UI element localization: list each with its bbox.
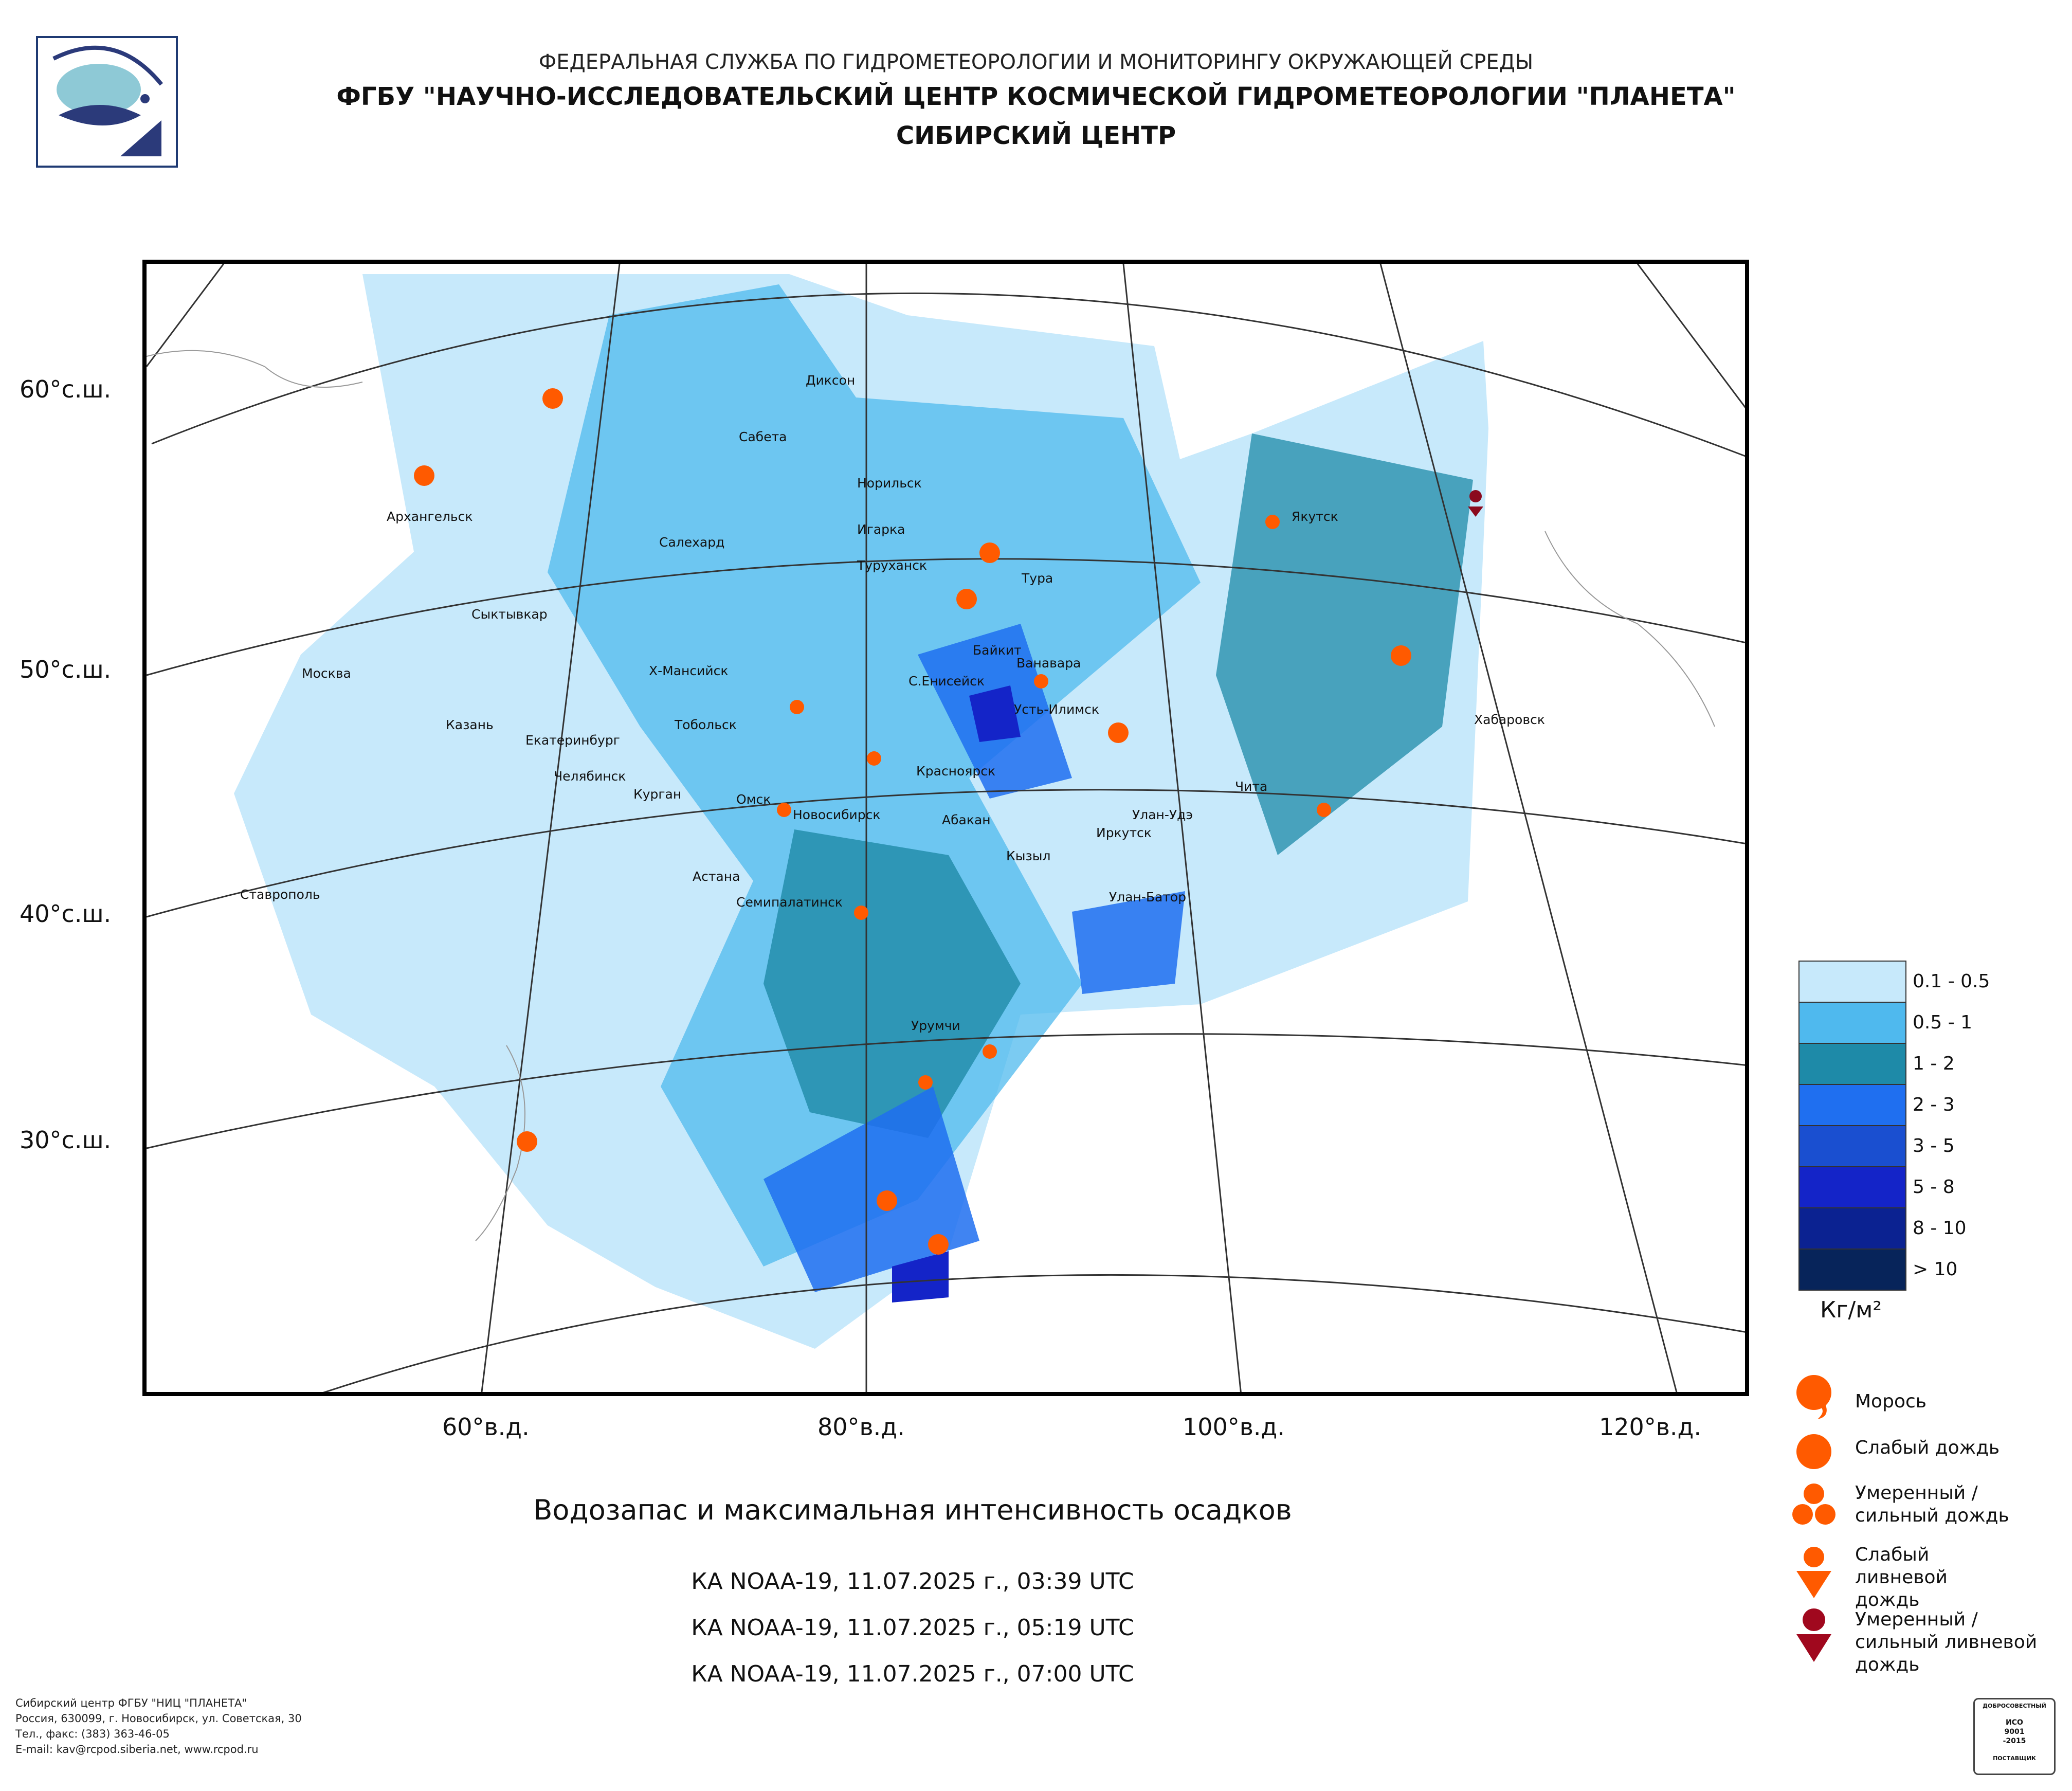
city-label: Сабета — [739, 429, 787, 444]
header-center: СИБИРСКИЙ ЦЕНТР — [896, 121, 1176, 150]
legend-range: 5 - 8 — [1913, 1177, 1955, 1198]
footer-phone: Тел., факс: (383) 363-46-05 — [15, 1728, 170, 1740]
city-label: Астана — [693, 869, 740, 884]
city-label: Тобольск — [675, 717, 737, 732]
heavy-shower-icon — [1796, 1608, 1831, 1662]
legend-range: > 10 — [1913, 1259, 1958, 1280]
city-label: Салехард — [659, 535, 725, 550]
legend-swatch — [1798, 1208, 1906, 1250]
city-label: Х-Мансийск — [649, 663, 729, 678]
legend-color-scale — [1798, 961, 1906, 1291]
symbol-label-moderate-rain: Умеренный / сильный дождь — [1855, 1482, 2009, 1526]
lat-label-30: 30°с.ш. — [20, 1126, 112, 1154]
legend-swatch — [1798, 1250, 1906, 1291]
cert-line: ПОСТАВЩИК — [1993, 1755, 2036, 1762]
cert-line: -2015 — [2003, 1737, 2026, 1745]
moderate-rain-icon — [1792, 1484, 1835, 1525]
city-label: Диксон — [806, 373, 856, 388]
lat-label-50: 50°с.ш. — [20, 656, 112, 683]
city-label: Семипалатинск — [736, 895, 843, 910]
city-label: Чита — [1235, 779, 1268, 794]
legend-range: 1 - 2 — [1913, 1053, 1955, 1074]
light-rain-icon — [1796, 1434, 1831, 1469]
drizzle-icon — [1796, 1375, 1831, 1419]
symbol-label-light-rain: Слабый дождь — [1855, 1437, 2000, 1458]
city-label: Новосибирск — [793, 807, 881, 822]
city-label: Сыктывкар — [471, 607, 548, 622]
city-label: Тура — [1022, 571, 1053, 586]
city-label: Улан-Удэ — [1132, 807, 1193, 822]
city-label: Ванавара — [1016, 656, 1081, 671]
water-field-teal-east — [1216, 433, 1473, 855]
lat-label-60: 60°с.ш. — [20, 375, 112, 403]
legend-range: 3 - 5 — [1913, 1135, 1955, 1156]
water-field-teal — [764, 829, 1021, 1138]
water-field-blue — [764, 624, 1185, 1292]
legend-range: 0.5 - 1 — [1913, 1012, 1973, 1033]
footer-address: Россия, 630099, г. Новосибирск, ул. Сове… — [15, 1712, 302, 1725]
legend-swatch — [1798, 1126, 1906, 1167]
city-label: Байкит — [973, 643, 1022, 658]
lat-label-40: 40°с.ш. — [20, 900, 112, 928]
planeta-logo — [36, 36, 178, 168]
city-label: Курган — [633, 787, 682, 802]
footer-email: E-mail: kav@rcpod.siberia.net, www.rcpod… — [15, 1743, 259, 1756]
city-label: Красноярск — [916, 764, 996, 779]
legend-range: 8 - 10 — [1913, 1218, 1967, 1239]
legend-swatch — [1798, 1003, 1906, 1044]
city-label: Архангельск — [387, 509, 473, 524]
iso-cert-badge: ДОБРОСОВЕСТНЫЙ ИСО 9001 -2015 ПОСТАВЩИК — [1973, 1698, 2056, 1775]
city-label: Омск — [736, 792, 771, 807]
city-label: Норильск — [857, 476, 922, 491]
satellite-pass: КА NOAA-19, 11.07.2025 г., 05:19 UTC — [691, 1615, 1134, 1641]
legend-unit: Кг/м² — [1820, 1297, 1882, 1323]
city-label: Екатеринбург — [525, 733, 620, 748]
legend-swatch — [1798, 1085, 1906, 1126]
legend-swatch — [1798, 962, 1906, 1003]
symbol-label-heavy-shower: Умеренный / сильный ливневой дождь — [1855, 1609, 2038, 1675]
map-panel — [142, 260, 1749, 1396]
water-field-mid — [548, 284, 1201, 1267]
city-label: Якутск — [1292, 509, 1338, 524]
city-label: Челябинск — [554, 769, 626, 784]
city-label: Иркутск — [1096, 825, 1152, 840]
symbol-label-drizzle: Морось — [1855, 1391, 1926, 1412]
city-label: Игарка — [857, 522, 905, 537]
light-shower-icon — [1796, 1547, 1831, 1598]
legend-range: 2 - 3 — [1913, 1094, 1955, 1115]
legend-swatch — [1798, 1044, 1906, 1085]
city-label: Абакан — [942, 812, 991, 827]
header-agency: ФЕДЕРАЛЬНАЯ СЛУЖБА ПО ГИДРОМЕТЕОРОЛОГИИ … — [538, 50, 1534, 74]
satellite-pass: КА NOAA-19, 11.07.2025 г., 03:39 UTC — [691, 1568, 1134, 1595]
city-label: Улан-Батор — [1109, 890, 1187, 904]
map-canvas — [147, 264, 1745, 1392]
footer-org: Сибирский центр ФГБУ "НИЦ "ПЛАНЕТА" — [15, 1697, 247, 1709]
cert-line: ДОБРОСОВЕСТНЫЙ — [1983, 1703, 2046, 1709]
legend-range: 0.1 - 0.5 — [1913, 971, 1990, 992]
city-label: Москва — [302, 666, 351, 681]
satellite-pass: КА NOAA-19, 11.07.2025 г., 07:00 UTC — [691, 1661, 1134, 1687]
header-institute: ФГБУ "НАУЧНО-ИССЛЕДОВАТЕЛЬСКИЙ ЦЕНТР КОС… — [336, 82, 1736, 111]
city-label: С.Енисейск — [908, 674, 985, 689]
cert-line: 9001 — [2004, 1728, 2025, 1736]
lon-label-80: 80°в.д. — [817, 1413, 905, 1441]
symbol-label-light-shower: Слабый ливневой дождь — [1855, 1544, 1948, 1611]
lon-label-100: 100°в.д. — [1183, 1413, 1285, 1441]
city-label: Ставрополь — [240, 887, 320, 902]
cert-line: ИСО — [2006, 1718, 2023, 1727]
city-label: Кызыл — [1006, 848, 1051, 863]
precip-symbol-legend — [1792, 1375, 1835, 1662]
lon-label-120: 120°в.д. — [1599, 1413, 1701, 1441]
legend-swatch — [1798, 1167, 1906, 1208]
city-label: Усть-Илимск — [1014, 702, 1099, 717]
city-label: Казань — [446, 717, 494, 732]
lon-label-60: 60°в.д. — [442, 1413, 530, 1441]
city-label: Урумчи — [911, 1018, 960, 1033]
city-label: Туруханск — [857, 558, 928, 573]
city-label: Хабаровск — [1474, 712, 1545, 727]
map-title: Водозапас и максимальная интенсивность о… — [533, 1494, 1292, 1526]
